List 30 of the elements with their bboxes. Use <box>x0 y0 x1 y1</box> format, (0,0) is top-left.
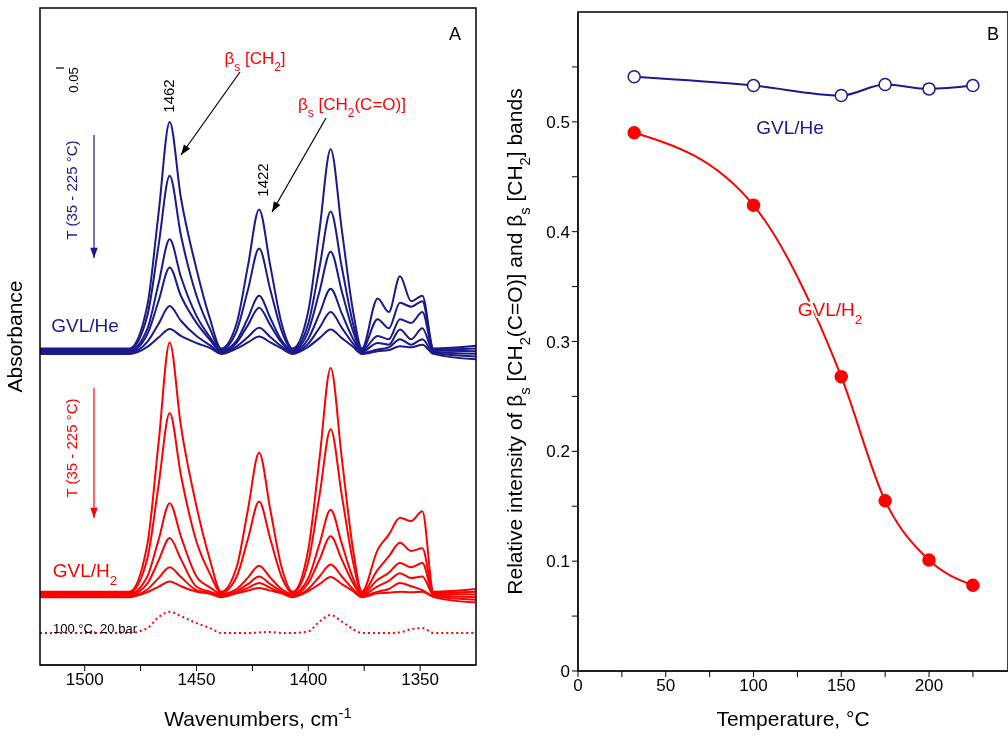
annotation: GVL/He <box>756 117 824 138</box>
x-tick-label: 100 <box>739 676 768 696</box>
y-tick-label: 0.4 <box>546 222 570 242</box>
x-axis-title: Wavenumbers, cm$^{-1}$ <box>164 705 352 730</box>
y-tick-label: 0.2 <box>546 442 570 462</box>
text: β$_{s}$ [CH$_{2}$] <box>224 49 286 74</box>
annotation: T (35 - 225 °C) <box>63 398 80 498</box>
x-tick-label: 1350 <box>401 670 440 690</box>
y-tick-label: 0.3 <box>546 332 570 352</box>
x-tick-label: 1400 <box>289 670 328 690</box>
annotation: GVL/H$_{2}$ <box>52 560 118 588</box>
annotation: B <box>986 24 1000 44</box>
y-tick-label: 0.5 <box>546 112 570 132</box>
y-tick-label: 0.1 <box>546 552 570 572</box>
annotation: GVL/He <box>51 315 119 336</box>
y-axis-title: Absorbance <box>3 280 26 393</box>
x-tick-label: 0 <box>573 676 583 696</box>
text: 1462 <box>160 79 177 113</box>
x-tick-label: 50 <box>656 676 676 696</box>
text: β$_{s}$ [CH$_{2}$(C=O)] <box>298 95 406 120</box>
x-tick-label: 150 <box>827 676 856 696</box>
annotation: 1422 <box>254 163 271 197</box>
annotation: T (35 - 225 °C) <box>63 140 80 240</box>
x-tick-label: 1500 <box>65 670 104 690</box>
text: 0.05 <box>66 67 81 93</box>
x-tick-label: 200 <box>914 676 944 696</box>
x-axis-title: Temperature, °C <box>716 707 870 730</box>
annotation: 100 °C, 20 bar <box>53 621 138 636</box>
text: A <box>448 24 462 44</box>
x-tick-label: 1450 <box>177 670 216 690</box>
